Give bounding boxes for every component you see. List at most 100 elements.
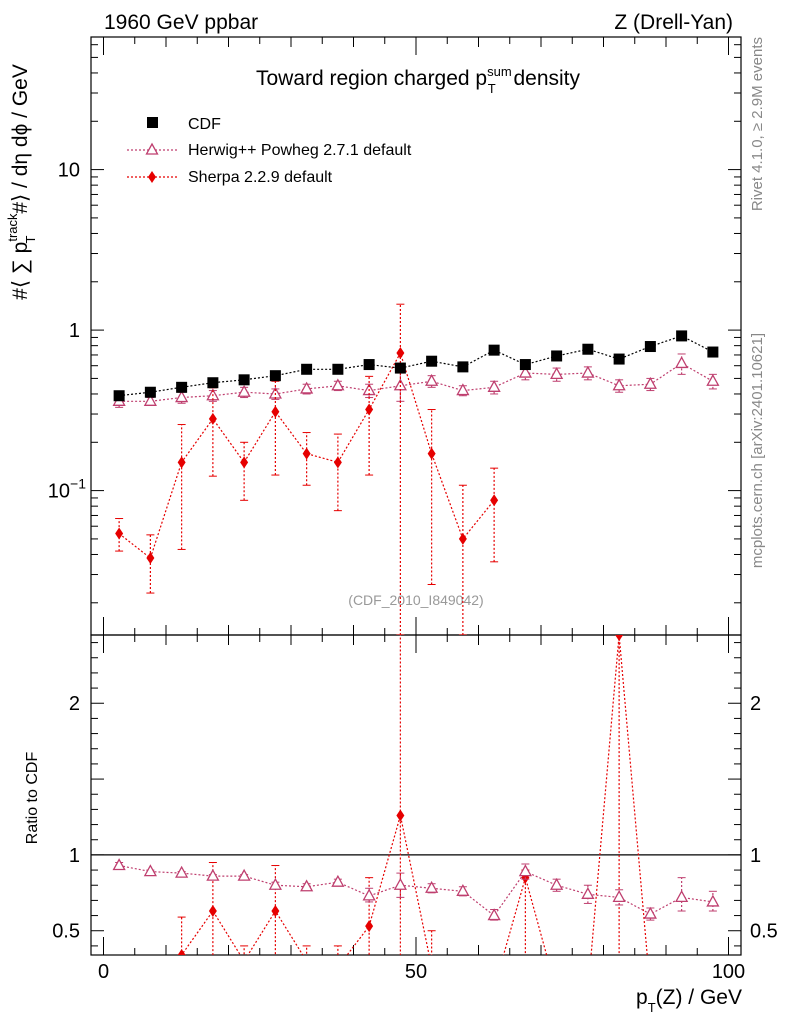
- cdf-main-point: [363, 359, 375, 371]
- cdf-main-point: [238, 374, 250, 386]
- cdf-main-point: [113, 390, 125, 402]
- legend-cdf-label: CDF: [188, 116, 221, 133]
- herwig-ratio-point: [706, 894, 720, 907]
- sherpa-main-point: [333, 456, 342, 469]
- sherpa-ratio-point: [584, 985, 592, 997]
- ylabel-text: #⟨ ∑ p: [9, 242, 32, 300]
- herwig-ratio-point: [425, 880, 439, 893]
- sherpa-ratio-point: [115, 979, 123, 991]
- sherpa-ratio-point: [303, 955, 311, 967]
- ratio-y-tick-label-right: 2: [750, 693, 761, 715]
- ylabel-sup: track: [5, 213, 20, 242]
- herwig-main-point: [675, 356, 689, 369]
- herwig-ratio-point: [581, 886, 595, 899]
- axes-layer: 10 1 10−1 0.5 0.5 1 1 2 2 0 50 100: [48, 37, 778, 983]
- cdf-main-point: [551, 350, 563, 362]
- title-post: density: [508, 67, 581, 90]
- xlabel-sub: T: [648, 1000, 656, 1015]
- sherpa-main-point: [458, 532, 467, 545]
- cdf-main-point: [582, 343, 594, 355]
- main-y-axis-label: #⟨ ∑ ptrack T #⟩ / dη dϕ / GeV: [5, 64, 38, 300]
- herwig-main-point: [143, 393, 157, 406]
- sherpa-main-point: [427, 447, 436, 460]
- herwig-ratio-point: [612, 890, 626, 903]
- ratio-y-tick-label-right: 1: [750, 845, 761, 867]
- herwig-ratio-point: [237, 868, 251, 881]
- herwig-ratio-line: [118, 864, 713, 917]
- cdf-main-point: [207, 377, 219, 389]
- sherpa-main-point: [115, 527, 124, 540]
- sherpa-main-point: [240, 456, 249, 469]
- sherpa-ratio-point: [365, 920, 374, 933]
- herwig-main-point: [612, 378, 626, 391]
- herwig-main-point: [237, 384, 251, 397]
- cdf-main-point: [394, 362, 406, 374]
- sherpa-ratio-point: [459, 988, 467, 1000]
- cdf-main-point: [488, 344, 500, 356]
- sherpa-main-point: [302, 447, 311, 460]
- xlabel-post: (Z) / GeV: [656, 986, 742, 1009]
- legend: CDF Herwig++ Powheg 2.7.1 default Sherpa…: [127, 116, 412, 186]
- ratio-y-tick-label-left: 1: [69, 845, 80, 867]
- herwig-main-point: [487, 379, 501, 392]
- sherpa-ratio-point: [553, 985, 561, 997]
- herwig-ratio-point: [112, 858, 126, 871]
- sherpa-ratio-point: [490, 982, 498, 994]
- mcplots-citation-label: mcplots.cern.ch [arXiv:2401.10621]: [749, 333, 766, 568]
- herwig-ratio-point: [675, 890, 689, 903]
- main-data-group: [112, 303, 720, 635]
- sherpa-ratio-line: [180, 635, 648, 955]
- cdf-main-point: [176, 381, 188, 393]
- sherpa-main-point: [490, 494, 499, 507]
- herwig-main-point: [581, 365, 595, 378]
- header-energy-label: 1960 GeV ppbar: [104, 11, 258, 34]
- herwig-main-point: [550, 367, 564, 380]
- sherpa-ratio-point: [428, 961, 436, 973]
- main-y-tick-label: 10: [58, 160, 80, 182]
- cdf-main-point: [457, 361, 469, 373]
- herwig-ratio-point: [143, 864, 157, 877]
- cdf-main-point: [707, 346, 719, 358]
- sherpa-main-point: [365, 403, 374, 416]
- sherpa-ratio-point: [334, 961, 342, 973]
- title-text: Toward region charged p: [256, 67, 487, 90]
- herwig-ratio-point: [268, 877, 282, 890]
- ylabel-sub: T: [23, 235, 38, 243]
- header-process-label: Z (Drell-Yan): [614, 11, 733, 34]
- legend-sherpa-label: Sherpa 2.2.9 default: [188, 169, 333, 186]
- title-sup: sum: [487, 64, 512, 79]
- sherpa-ratio-point: [615, 635, 624, 641]
- herwig-main-point: [175, 390, 189, 403]
- sherpa-main-point: [271, 405, 280, 418]
- ratio-y-tick-label-right: 0.5: [750, 921, 778, 943]
- herwig-ratio-point: [518, 864, 532, 877]
- herwig-main-point: [643, 376, 657, 389]
- herwig-ratio-point: [331, 874, 345, 887]
- cdf-main-point: [332, 363, 344, 375]
- sherpa-ratio-point: [396, 809, 405, 822]
- herwig-ratio-point: [456, 883, 470, 896]
- cdf-main-point: [426, 355, 438, 367]
- ratio-y-tick-label-left: 2: [69, 693, 80, 715]
- cdf-main-point: [269, 370, 281, 382]
- sherpa-ratio-point: [240, 955, 248, 967]
- chart-title: Toward region charged psum T density: [256, 64, 581, 96]
- sherpa-ratio-point: [177, 949, 186, 955]
- herwig-main-point: [518, 365, 532, 378]
- x-tick-label: 50: [405, 961, 427, 983]
- title-sub: T: [488, 81, 496, 96]
- cdf-main-point: [519, 359, 531, 371]
- herwig-main-point: [331, 378, 345, 391]
- ylabel-post: #⟩ / dη dϕ / GeV: [9, 64, 32, 219]
- herwig-ratio-point: [487, 908, 501, 921]
- rivet-version-label: Rivet 4.1.0, ≥ 2.9M events: [749, 37, 766, 211]
- main-y-tick-label: 10−1: [48, 476, 86, 503]
- herwig-ratio-point: [300, 879, 314, 892]
- cdf-main-point: [301, 363, 313, 375]
- sherpa-main-point: [177, 456, 186, 469]
- xlabel-pre: p: [636, 986, 648, 1009]
- x-axis-label: pT(Z) / GeV: [636, 986, 742, 1015]
- legend-herwig-marker: [145, 142, 159, 155]
- x-tick-label: 0: [98, 961, 109, 983]
